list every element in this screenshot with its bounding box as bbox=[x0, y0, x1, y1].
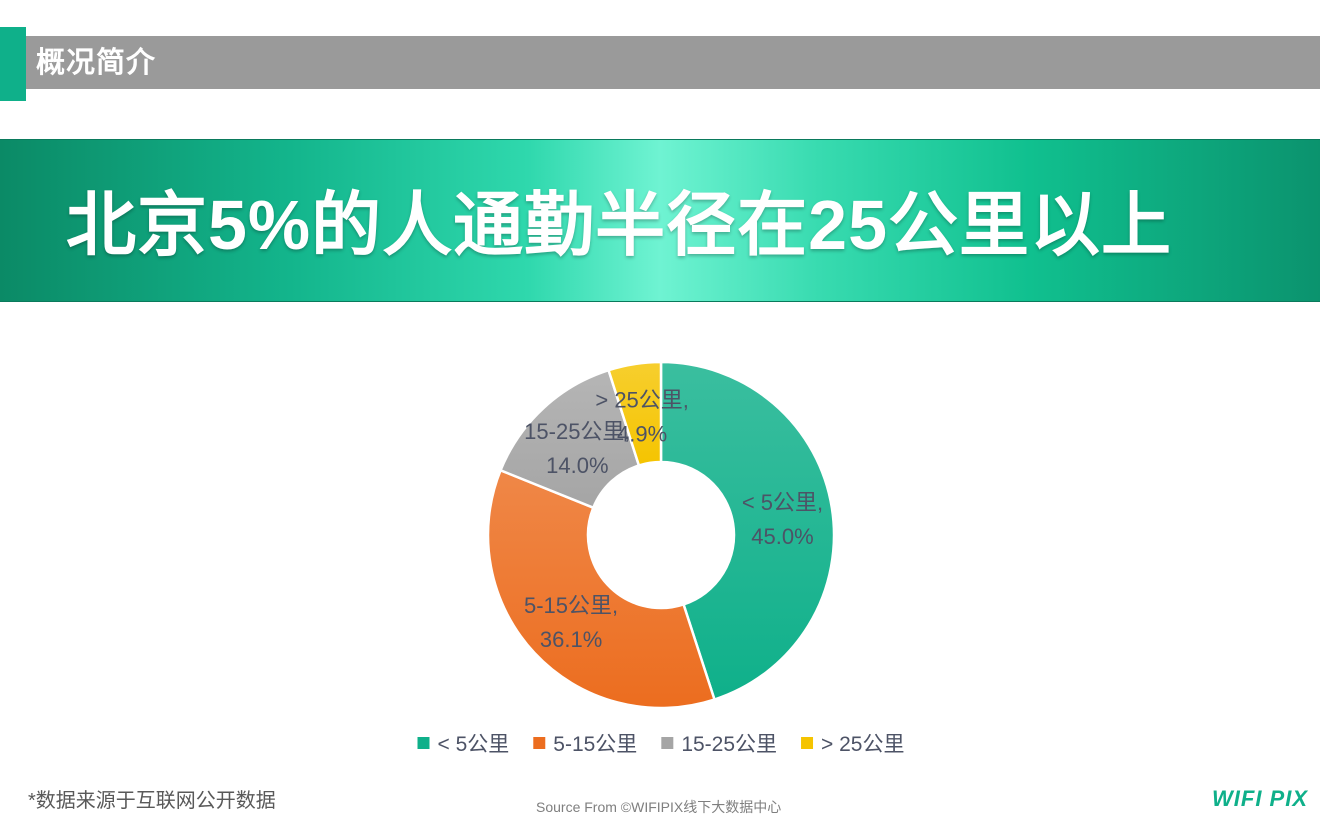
donut-slice-gt25km bbox=[607, 360, 663, 468]
slice-label-gt25km: > 25公里, bbox=[595, 387, 689, 412]
data-source-footnote: *数据来源于互联网公开数据 bbox=[28, 790, 276, 812]
slice-value-15-25km: 14.0% bbox=[546, 453, 608, 478]
slice-label-lt5km: < 5公里, bbox=[742, 490, 823, 515]
slice-label-15-25km: 15-25公里, bbox=[524, 419, 630, 444]
headline-banner bbox=[0, 139, 1320, 302]
legend-label-15-25km: 15-25公里 bbox=[681, 733, 777, 756]
slice-value-lt5km: 45.0% bbox=[751, 524, 813, 549]
legend-label-lt5km: < 5公里 bbox=[438, 733, 510, 756]
section-title: 概况简介 bbox=[36, 47, 157, 79]
wifipix-logo: WIFI PIX bbox=[1212, 786, 1308, 811]
legend-swatch-15-25km bbox=[661, 737, 674, 749]
section-header-bar bbox=[26, 36, 1320, 89]
slice-value-5-15km: 36.1% bbox=[540, 627, 602, 652]
legend-label-gt25km: > 25公里 bbox=[821, 733, 904, 756]
donut-slice-lt5km bbox=[659, 360, 836, 702]
legend-swatch-lt5km bbox=[417, 737, 430, 749]
headline-title: 北京5%的人通勤半径在25公里以上 bbox=[66, 186, 1173, 264]
legend-label-5-15km: 5-15公里 bbox=[553, 733, 637, 756]
section-accent-bar bbox=[0, 27, 26, 101]
legend-swatch-5-15km bbox=[533, 737, 546, 749]
source-credit: Source From ©WIFIPIX线下大数据中心 bbox=[536, 799, 782, 815]
slice-value-gt25km: 4.9% bbox=[617, 421, 667, 446]
slice-label-5-15km: 5-15公里, bbox=[524, 593, 618, 618]
legend-swatch-gt25km bbox=[801, 737, 814, 749]
donut-slice-5-15km bbox=[486, 468, 717, 710]
